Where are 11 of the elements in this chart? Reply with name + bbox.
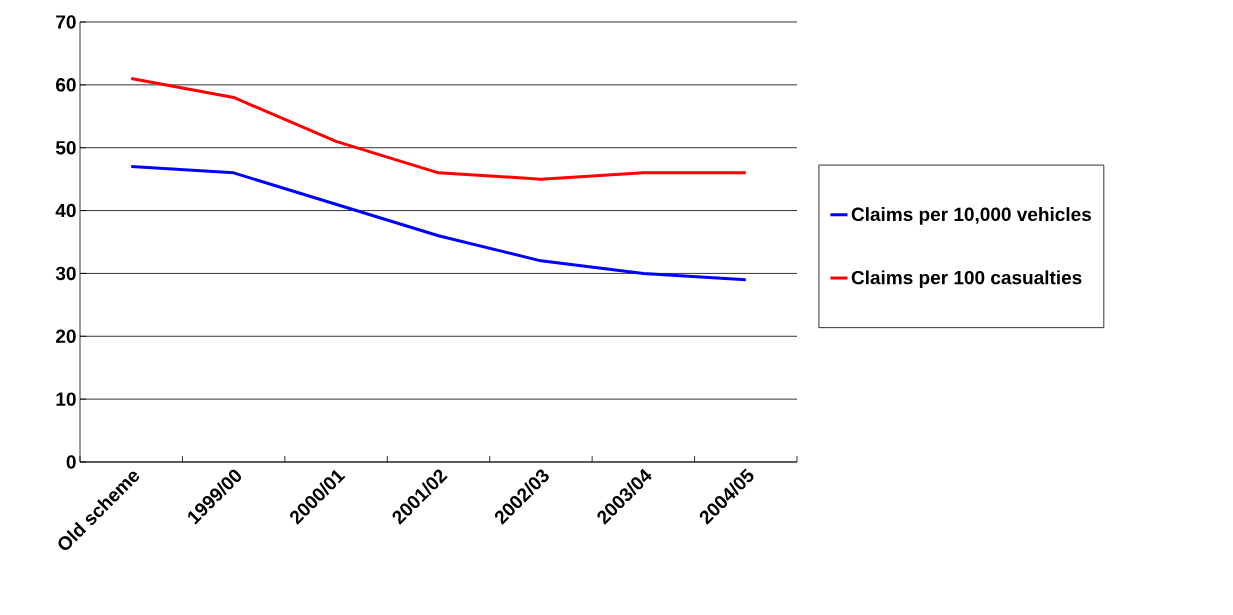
- legend-label: Claims per 10,000 vehicles: [851, 207, 1091, 225]
- y-tick-label: 70: [56, 15, 76, 29]
- y-tick-label: 40: [55, 203, 76, 218]
- legend-label: Claims per 100 casualties: [851, 270, 1082, 289]
- y-tick-label: 10: [56, 392, 76, 406]
- y-tick-label: 50: [55, 140, 76, 155]
- y-tick-label: 20: [56, 329, 76, 343]
- y-tick-label: 30: [55, 266, 76, 281]
- line-series: [129, 77, 748, 181]
- y-tick-label: 60: [56, 78, 76, 92]
- y-tick-label: 0: [66, 455, 76, 469]
